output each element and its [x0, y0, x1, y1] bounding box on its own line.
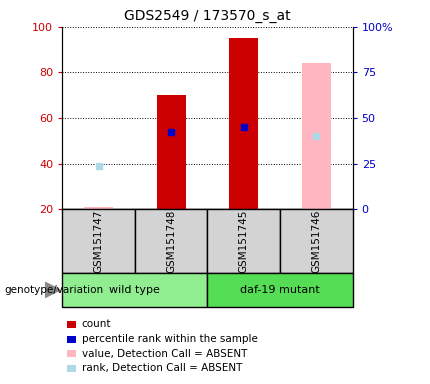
- Text: wild type: wild type: [110, 285, 160, 295]
- Title: GDS2549 / 173570_s_at: GDS2549 / 173570_s_at: [124, 9, 291, 23]
- Bar: [302, 63, 331, 209]
- Bar: [62, 273, 207, 307]
- Text: GSM151747: GSM151747: [94, 209, 104, 273]
- Text: GSM151746: GSM151746: [311, 209, 321, 273]
- Text: count: count: [82, 319, 111, 329]
- Text: value, Detection Call = ABSENT: value, Detection Call = ABSENT: [82, 349, 247, 359]
- Text: percentile rank within the sample: percentile rank within the sample: [82, 334, 258, 344]
- Bar: [157, 95, 186, 209]
- Text: GSM151748: GSM151748: [166, 209, 176, 273]
- Bar: [207, 273, 353, 307]
- Bar: [280, 209, 353, 273]
- Polygon shape: [45, 282, 60, 298]
- Bar: [229, 38, 258, 209]
- Text: genotype/variation: genotype/variation: [4, 285, 104, 295]
- Text: GSM151745: GSM151745: [239, 209, 249, 273]
- Bar: [84, 207, 113, 209]
- Text: rank, Detection Call = ABSENT: rank, Detection Call = ABSENT: [82, 363, 242, 373]
- Bar: [62, 209, 135, 273]
- Text: daf-19 mutant: daf-19 mutant: [240, 285, 320, 295]
- Bar: [207, 209, 280, 273]
- Bar: [135, 209, 207, 273]
